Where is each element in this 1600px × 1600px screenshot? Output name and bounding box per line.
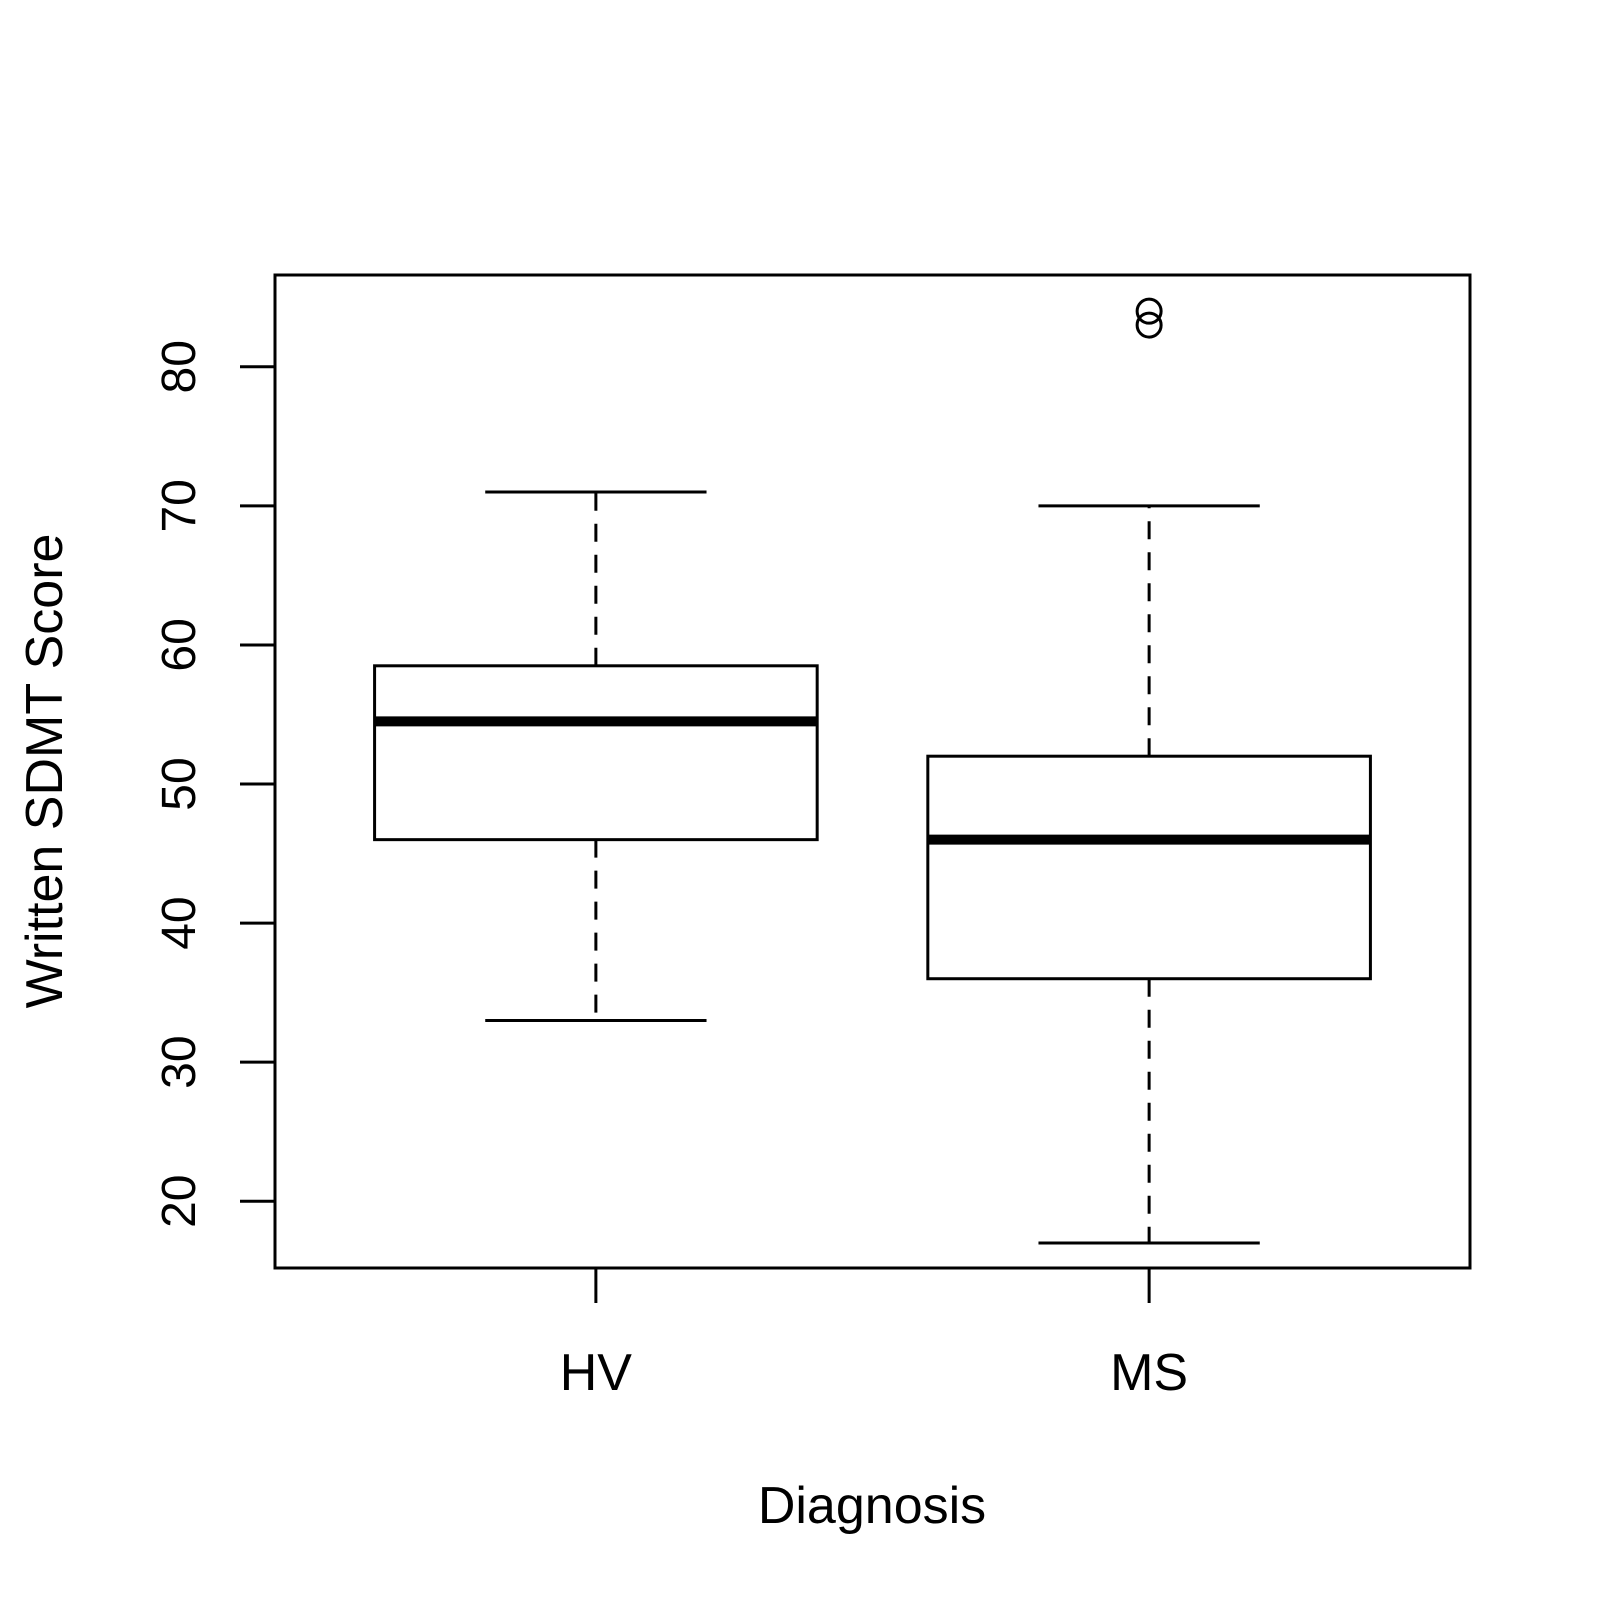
- box-hv: [373, 490, 819, 1022]
- outlier-point: [1135, 311, 1163, 339]
- x-tick-label: HV: [560, 1344, 633, 1402]
- boxes: [373, 297, 1372, 1245]
- y-tick-label: 70: [153, 479, 206, 532]
- box-ms: [926, 297, 1372, 1245]
- y-axis-label: Written SDMT Score: [16, 534, 74, 1009]
- x-axis-label: Diagnosis: [758, 1477, 986, 1535]
- y-tick-label: 30: [153, 1035, 206, 1088]
- x-tick-label: MS: [1110, 1344, 1188, 1402]
- y-axis: 20 30 40 50 60 70 80: [153, 340, 277, 1228]
- y-tick-label: 40: [153, 896, 206, 949]
- y-tick-label: 60: [153, 618, 206, 671]
- y-tick-label: 80: [153, 340, 206, 393]
- iqr-box: [926, 754, 1372, 981]
- y-tick-label: 50: [153, 757, 206, 810]
- x-axis: HV MS: [560, 1268, 1188, 1402]
- outlier-point: [1135, 297, 1163, 325]
- y-tick-label: 20: [153, 1175, 206, 1228]
- iqr-box: [373, 664, 819, 842]
